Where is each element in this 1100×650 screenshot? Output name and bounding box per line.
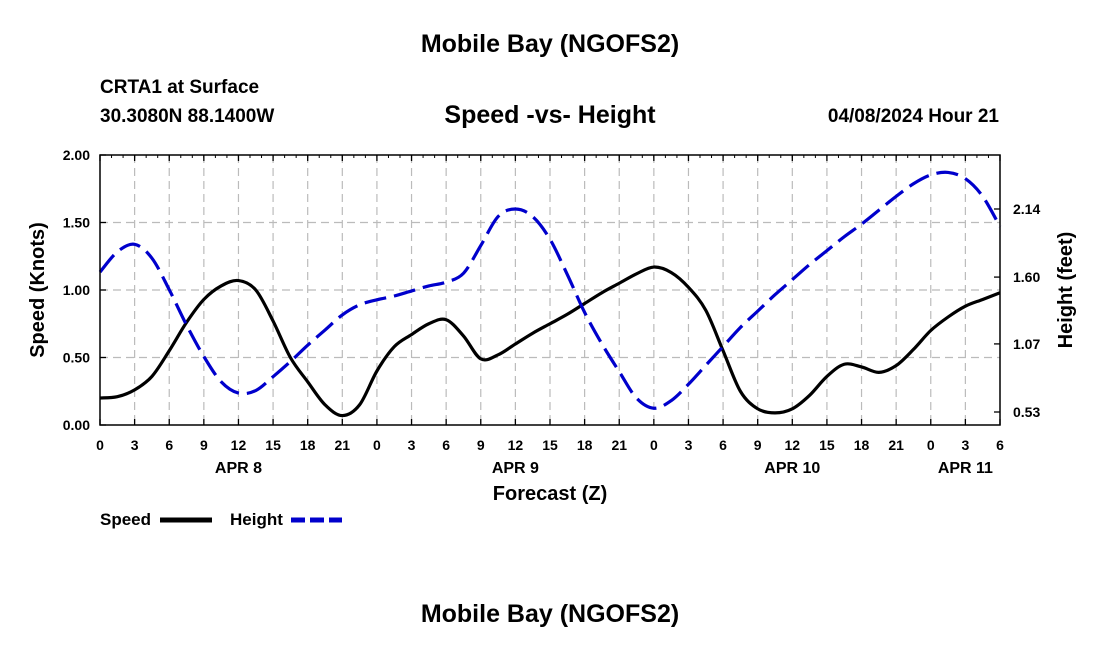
x-tick-label: 3 [131,437,139,453]
x-tick-label: 12 [508,437,524,453]
x-tick-label: 18 [854,437,870,453]
x-tick-label: 15 [265,437,281,453]
x-tick-label: 0 [373,437,381,453]
y-tick-label: 2.00 [63,147,90,163]
station-label: CRTA1 at Surface [100,77,260,98]
x-tick-label: 15 [542,437,558,453]
x-tick-label: 12 [231,437,247,453]
date-label: APR 8 [215,460,262,477]
x-tick-label: 15 [819,437,835,453]
date-label: APR 10 [764,460,820,477]
y-axis-label: Speed (Knots) [27,222,49,358]
x-tick-label: 12 [785,437,801,453]
x-tick-label: 0 [650,437,658,453]
x-tick-label: 21 [611,437,627,453]
x-tick-label: 6 [719,437,727,453]
axis-ticks: 0 3 6 9 12 15 18 21 0 3 6 9 12 15 18 21 0 3 6 9 12 15 18 21 0 3 6 0… [63,147,1041,477]
chart-title: Mobile Bay (NGOFS2) [420,30,680,58]
legend-speed-label: Speed [100,510,151,529]
y2-axis-label: Height (feet) [1055,232,1077,349]
y2-tick-label: 1.60 [1013,269,1040,285]
x-axis-label: Forecast (Z) [493,483,607,505]
x-tick-label: 3 [961,437,969,453]
x-tick-label: 21 [888,437,904,453]
legend: Speed Height [100,510,342,529]
y-tick-label: 1.50 [63,215,90,231]
legend-height-label: Height [230,510,283,529]
x-tick-label: 21 [335,437,351,453]
date-label: APR 9 [492,460,539,477]
y-tick-label: 0.00 [63,417,90,433]
forecast-datetime: 04/08/2024 Hour 21 [827,106,999,127]
footer-title: Mobile Bay (NGOFS2) [420,600,680,628]
y2-tick-label: 1.07 [1013,336,1040,352]
y2-tick-label: 2.14 [1013,201,1040,217]
x-tick-label: 6 [165,437,173,453]
x-tick-label: 6 [442,437,450,453]
x-tick-label: 9 [477,437,485,453]
series-line-speed [99,265,1001,418]
y2-tick-label: 0.53 [1013,404,1040,420]
data-series [98,170,1002,418]
y-tick-label: 0.50 [63,350,90,366]
chart-subtitle: Speed -vs- Height [444,101,656,129]
grid-lines [100,155,1000,425]
x-tick-label: 3 [685,437,693,453]
x-tick-label: 3 [408,437,416,453]
x-tick-label: 0 [927,437,935,453]
x-tick-label: 6 [996,437,1004,453]
y-tick-label: 1.00 [63,282,90,298]
x-tick-label: 9 [200,437,208,453]
x-tick-label: 9 [754,437,762,453]
x-tick-label: 18 [300,437,316,453]
series-line-height [98,170,1002,410]
date-label: APR 11 [938,460,993,477]
x-tick-label: 0 [96,437,104,453]
x-tick-label: 18 [577,437,593,453]
station-coords: 30.3080N 88.1400W [100,106,275,127]
